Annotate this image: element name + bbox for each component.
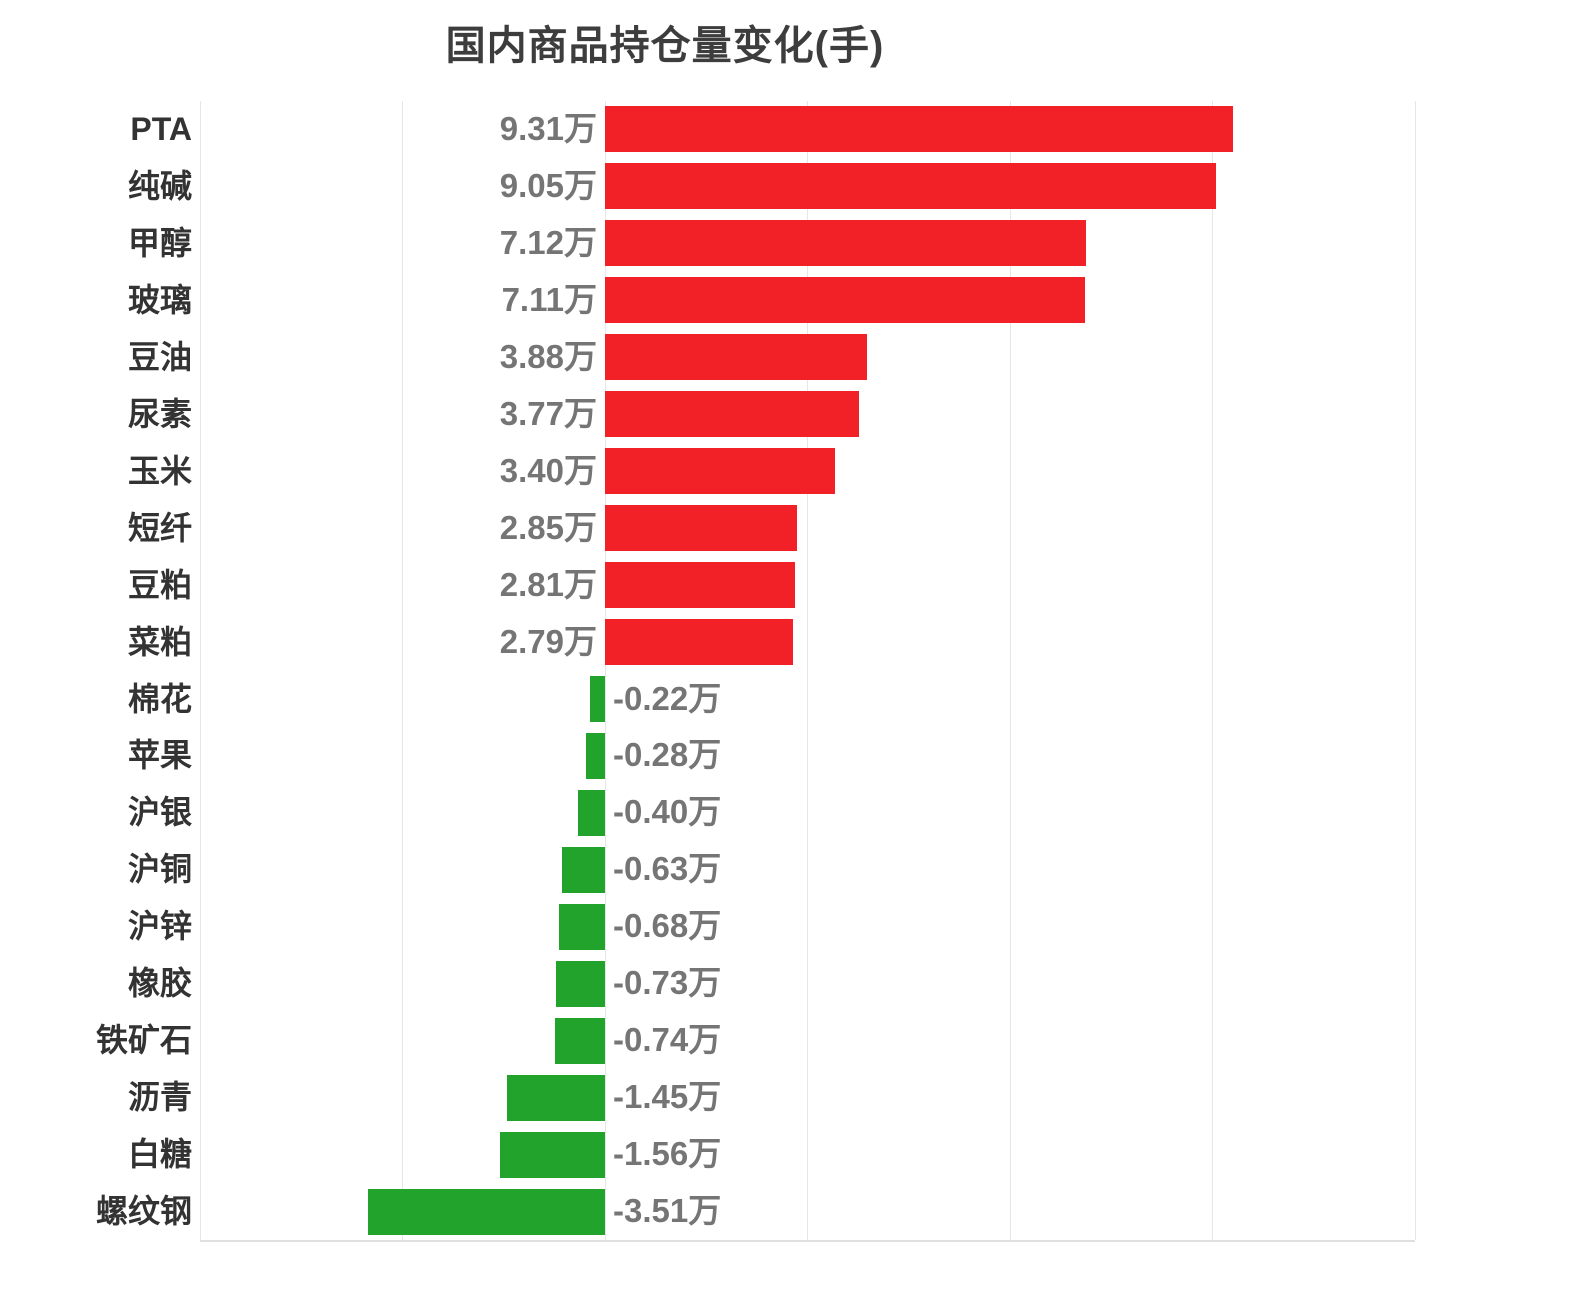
vertical-gridline [807, 101, 808, 1240]
value-label: 2.85万 [499, 508, 597, 546]
bar [586, 732, 605, 779]
category-label: 尿素 [127, 395, 192, 432]
bar [368, 1188, 605, 1235]
value-label: -1.45万 [613, 1078, 722, 1116]
vertical-gridline [1212, 101, 1213, 1240]
category-label: 沪铜 [127, 851, 192, 888]
bar [590, 675, 605, 722]
bar [605, 106, 1234, 153]
value-label: 3.77万 [499, 394, 597, 432]
value-label: 7.12万 [499, 223, 597, 261]
category-label: 橡胶 [127, 965, 192, 1002]
category-label: 玻璃 [127, 281, 192, 318]
vertical-gridline [199, 101, 201, 1240]
chart-title: 国内商品持仓量变化(手) [445, 24, 885, 68]
category-label: 豆油 [127, 338, 192, 375]
value-label: 3.40万 [499, 451, 597, 489]
category-label: 铁矿石 [95, 1022, 192, 1059]
bar [605, 334, 867, 381]
value-label: 9.05万 [499, 166, 597, 204]
category-label: PTA [130, 111, 192, 147]
category-label: 白糖 [127, 1136, 192, 1173]
value-label: 2.81万 [499, 565, 597, 603]
category-label: 甲醇 [127, 224, 192, 261]
value-label: 9.31万 [499, 110, 597, 147]
vertical-gridline [402, 101, 403, 1240]
value-label: -0.73万 [613, 964, 722, 1002]
category-label: 短纤 [127, 509, 192, 546]
bar [605, 562, 795, 609]
value-label: -0.28万 [613, 736, 722, 774]
bar [559, 903, 605, 950]
value-label: -0.22万 [613, 679, 722, 717]
category-label: 沥青 [127, 1079, 192, 1116]
value-label: 7.11万 [501, 280, 597, 318]
value-label: 3.88万 [499, 337, 597, 375]
vertical-gridline [604, 101, 606, 1240]
bar [555, 1017, 605, 1064]
value-label: -0.63万 [613, 850, 722, 888]
category-label: 螺纹钢 [95, 1193, 192, 1230]
bar [507, 1074, 605, 1121]
bar [605, 163, 1216, 210]
bar [605, 391, 860, 438]
value-label: -0.74万 [613, 1021, 722, 1059]
category-label: 纯碱 [127, 167, 192, 204]
value-label: 2.79万 [499, 622, 597, 660]
category-label: 玉米 [127, 452, 192, 489]
vertical-gridline [1414, 101, 1416, 1240]
x-axis-line [200, 1240, 1415, 1242]
bar [605, 220, 1086, 267]
category-label: 菜粕 [127, 623, 192, 660]
bar [605, 505, 798, 552]
bar [605, 277, 1085, 324]
value-label: -3.51万 [613, 1192, 722, 1230]
category-label: 棉花 [127, 680, 192, 717]
value-label: -0.40万 [613, 793, 722, 831]
vertical-gridline [1009, 101, 1011, 1240]
bar [605, 448, 835, 495]
bar [578, 789, 605, 836]
bar [555, 960, 605, 1007]
category-label: 沪锌 [127, 908, 192, 945]
category-label: 豆粕 [127, 566, 192, 603]
category-label: 苹果 [127, 737, 192, 774]
value-label: -0.68万 [613, 907, 722, 945]
value-label: -1.56万 [613, 1135, 722, 1173]
bar [499, 1131, 605, 1178]
bar [562, 846, 605, 893]
bar [605, 619, 794, 666]
category-label: 沪银 [127, 794, 192, 831]
